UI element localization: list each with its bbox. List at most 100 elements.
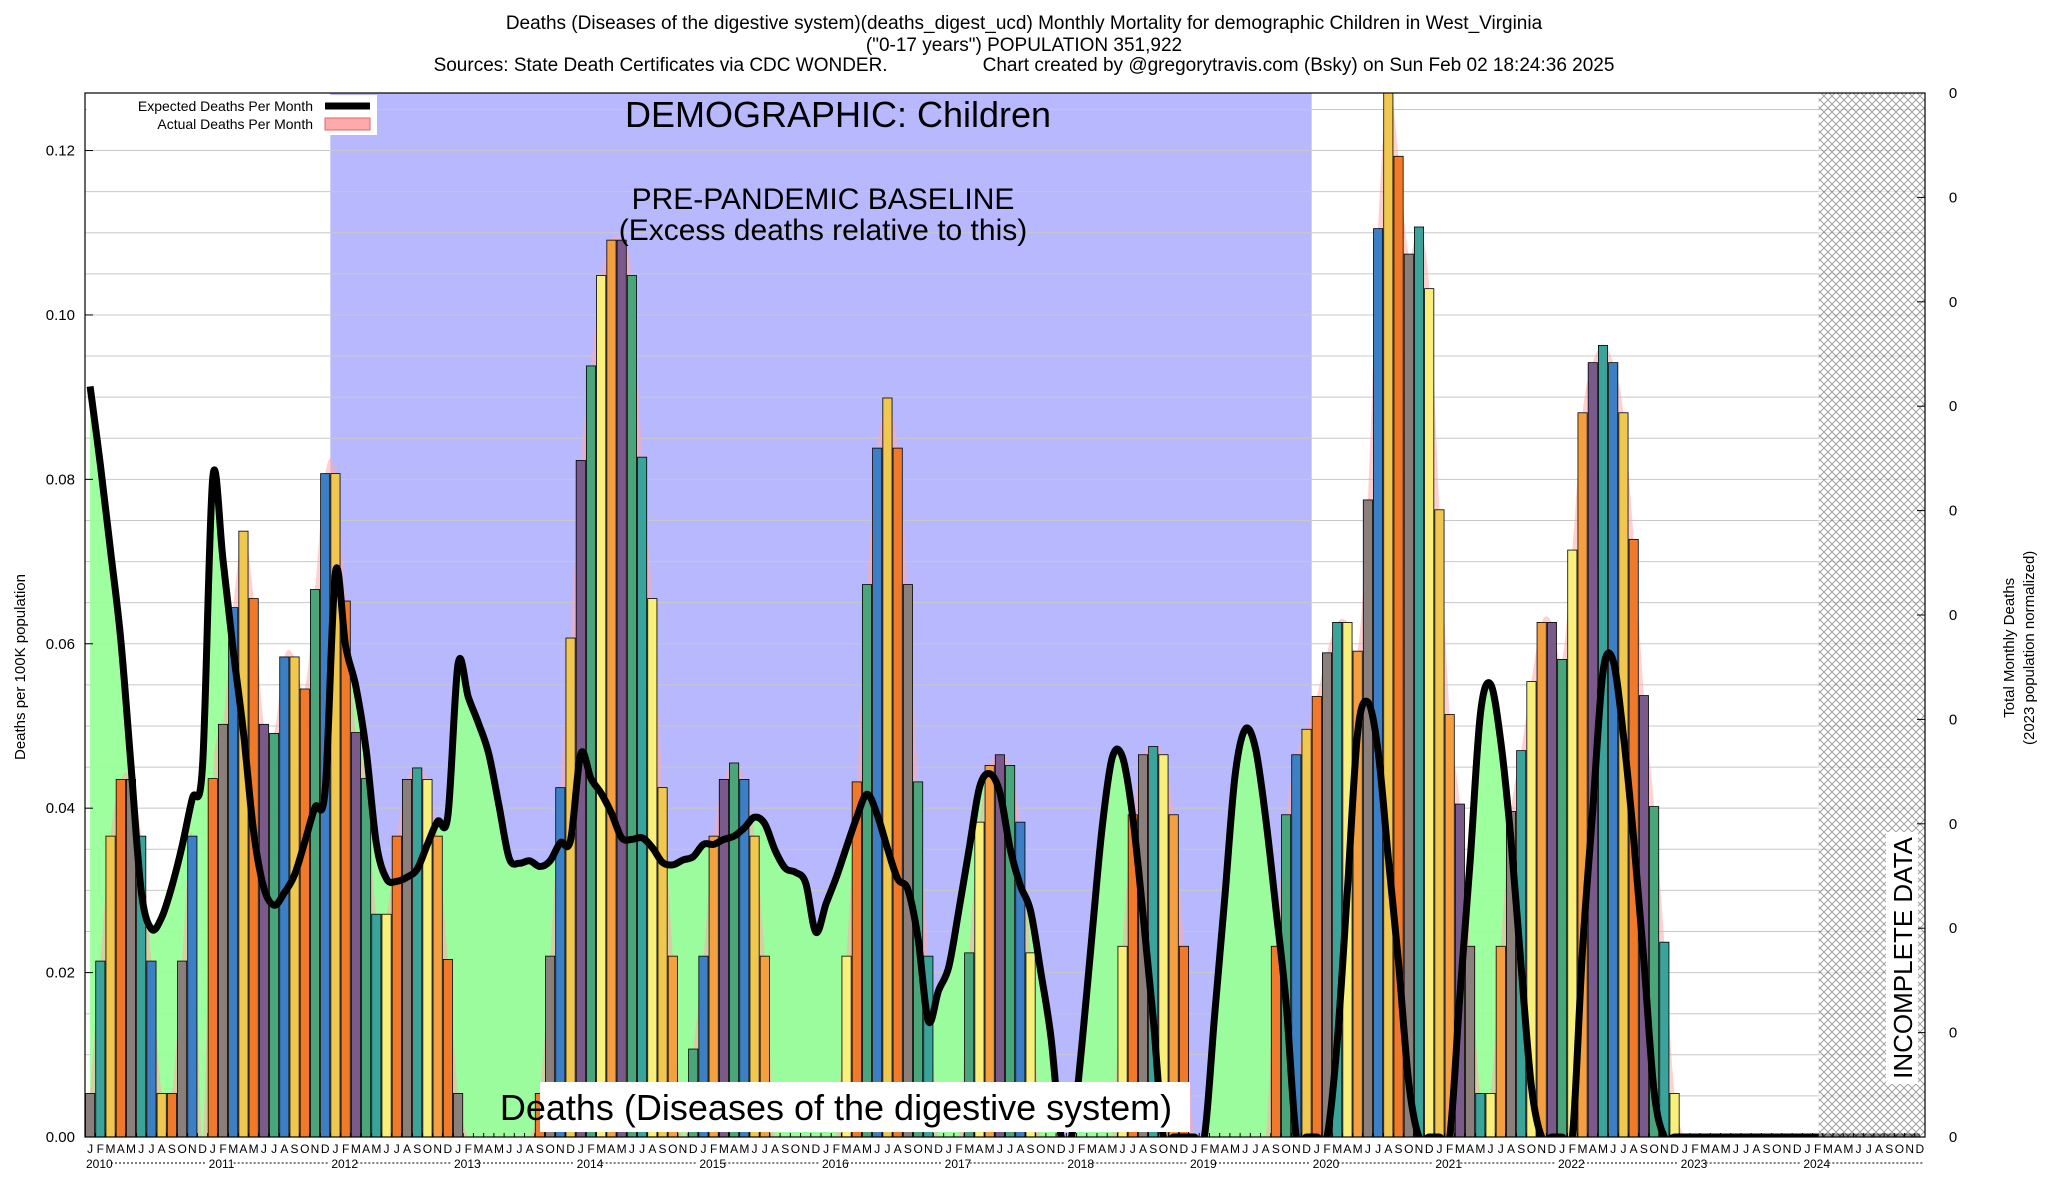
x-month-label: S xyxy=(1640,1142,1648,1156)
expected-deaths-fill xyxy=(90,386,1920,1137)
x-month-label: M xyxy=(106,1142,116,1156)
actual-deaths-bar xyxy=(115,779,126,1137)
actual-deaths-bar xyxy=(381,913,392,1137)
x-month-label: N xyxy=(1047,1142,1056,1156)
actual-deaths-bar xyxy=(1546,621,1557,1137)
x-month-label: M xyxy=(617,1142,627,1156)
y2-tick-label: 0 xyxy=(1949,816,1957,833)
x-month-label: F xyxy=(1078,1142,1085,1156)
actual-deaths-bar xyxy=(555,787,566,1137)
actual-deaths-bar xyxy=(350,732,361,1137)
x-month-label: S xyxy=(168,1142,176,1156)
x-month-label: M xyxy=(739,1142,749,1156)
actual-deaths-bar xyxy=(258,723,269,1137)
x-month-label: J xyxy=(639,1142,645,1156)
x-year-label: 2012 xyxy=(331,1157,358,1171)
x-month-label: J xyxy=(1866,1142,1872,1156)
x-month-label: J xyxy=(394,1142,400,1156)
x-month-label: O xyxy=(1404,1142,1413,1156)
x-month-label: N xyxy=(924,1142,933,1156)
actual-deaths-bar xyxy=(1485,1093,1496,1137)
actual-deaths-bar xyxy=(361,778,372,1137)
x-month-label: S xyxy=(291,1142,299,1156)
x-month-label: J xyxy=(629,1142,635,1156)
x-month-label: M xyxy=(351,1142,361,1156)
x-month-label: A xyxy=(730,1142,738,1156)
x-month-label: F xyxy=(342,1142,349,1156)
x-month-label: O xyxy=(668,1142,677,1156)
x-year-label: 2024 xyxy=(1803,1157,1830,1171)
actual-deaths-bar xyxy=(1178,945,1189,1137)
x-month-label: J xyxy=(210,1142,216,1156)
x-month-label: J xyxy=(332,1142,338,1156)
actual-deaths-bar xyxy=(1117,945,1128,1137)
x-year-label: 2021 xyxy=(1435,1157,1462,1171)
x-month-label: A xyxy=(1507,1142,1515,1156)
actual-deaths-bar xyxy=(228,607,239,1137)
x-month-label: M xyxy=(494,1142,504,1156)
x-month-label: J xyxy=(87,1142,93,1156)
legend-label-expected: Expected Deaths Per Month xyxy=(138,98,313,114)
x-month-label: A xyxy=(1221,1142,1229,1156)
actual-deaths-bar xyxy=(1465,945,1476,1137)
actual-deaths-bar xyxy=(1373,228,1384,1137)
y2-tick-label: 0 xyxy=(1949,294,1957,311)
actual-deaths-bar xyxy=(729,762,740,1137)
actual-deaths-bar xyxy=(1495,945,1506,1137)
actual-deaths-bar xyxy=(1158,754,1169,1137)
x-month-label: M xyxy=(1210,1142,1220,1156)
x-month-label: A xyxy=(1384,1142,1392,1156)
x-month-label: A xyxy=(158,1142,166,1156)
x-month-label: A xyxy=(485,1142,493,1156)
x-month-label: S xyxy=(1763,1142,1771,1156)
x-month-label: M xyxy=(1332,1142,1342,1156)
actual-deaths-bar xyxy=(637,456,648,1137)
x-year-label: 2018 xyxy=(1067,1157,1094,1171)
sources-text: Sources: State Death Certificates via CD… xyxy=(433,55,888,76)
x-month-label: M xyxy=(474,1142,484,1156)
actual-deaths-bar xyxy=(1608,362,1619,1137)
x-month-label: D xyxy=(1057,1142,1066,1156)
x-month-label: J xyxy=(946,1142,952,1156)
actual-deaths-bar xyxy=(289,656,300,1137)
y-tick-label: 0.00 xyxy=(46,1129,75,1146)
x-month-label: J xyxy=(1130,1142,1136,1156)
x-month-label: S xyxy=(1272,1142,1280,1156)
actual-deaths-bar xyxy=(136,835,147,1137)
actual-deaths-bar xyxy=(1526,681,1537,1137)
actual-deaths-bar xyxy=(872,447,883,1137)
x-month-label: S xyxy=(1517,1142,1525,1156)
actual-deaths-bar xyxy=(309,589,321,1137)
actual-deaths-bar xyxy=(105,835,116,1137)
x-month-label: O xyxy=(1527,1142,1536,1156)
actual-deaths-bar xyxy=(1383,93,1394,1137)
x-month-label: F xyxy=(465,1142,472,1156)
actual-deaths-bar xyxy=(984,765,995,1137)
actual-deaths-bar xyxy=(708,835,719,1137)
actual-deaths-bar xyxy=(146,960,157,1137)
y2-tick-label: 0 xyxy=(1949,711,1957,728)
x-month-label: A xyxy=(1875,1142,1883,1156)
x-month-label: A xyxy=(1711,1142,1719,1156)
actual-deaths-bar xyxy=(207,778,218,1137)
actual-deaths-bar xyxy=(749,835,760,1137)
actual-deaths-bar xyxy=(994,754,1005,1137)
x-month-label: A xyxy=(648,1142,656,1156)
x-month-label: J xyxy=(516,1142,522,1156)
x-month-label: S xyxy=(659,1142,667,1156)
x-month-label: M xyxy=(1721,1142,1731,1156)
x-month-label: O xyxy=(545,1142,554,1156)
actual-deaths-bar xyxy=(330,473,341,1137)
x-month-label: D xyxy=(444,1142,453,1156)
x-month-label: J xyxy=(1488,1142,1494,1156)
x-year-label: 2016 xyxy=(822,1157,849,1171)
y-tick-label: 0.06 xyxy=(46,636,75,653)
actual-deaths-bar xyxy=(401,779,413,1137)
x-month-label: F xyxy=(1323,1142,1330,1156)
x-month-label: J xyxy=(1365,1142,1371,1156)
y-tick-label: 0.12 xyxy=(46,143,75,160)
x-month-label: J xyxy=(1242,1142,1248,1156)
x-month-label: J xyxy=(1682,1142,1688,1156)
actual-deaths-bar xyxy=(442,959,453,1137)
x-month-label: O xyxy=(300,1142,309,1156)
